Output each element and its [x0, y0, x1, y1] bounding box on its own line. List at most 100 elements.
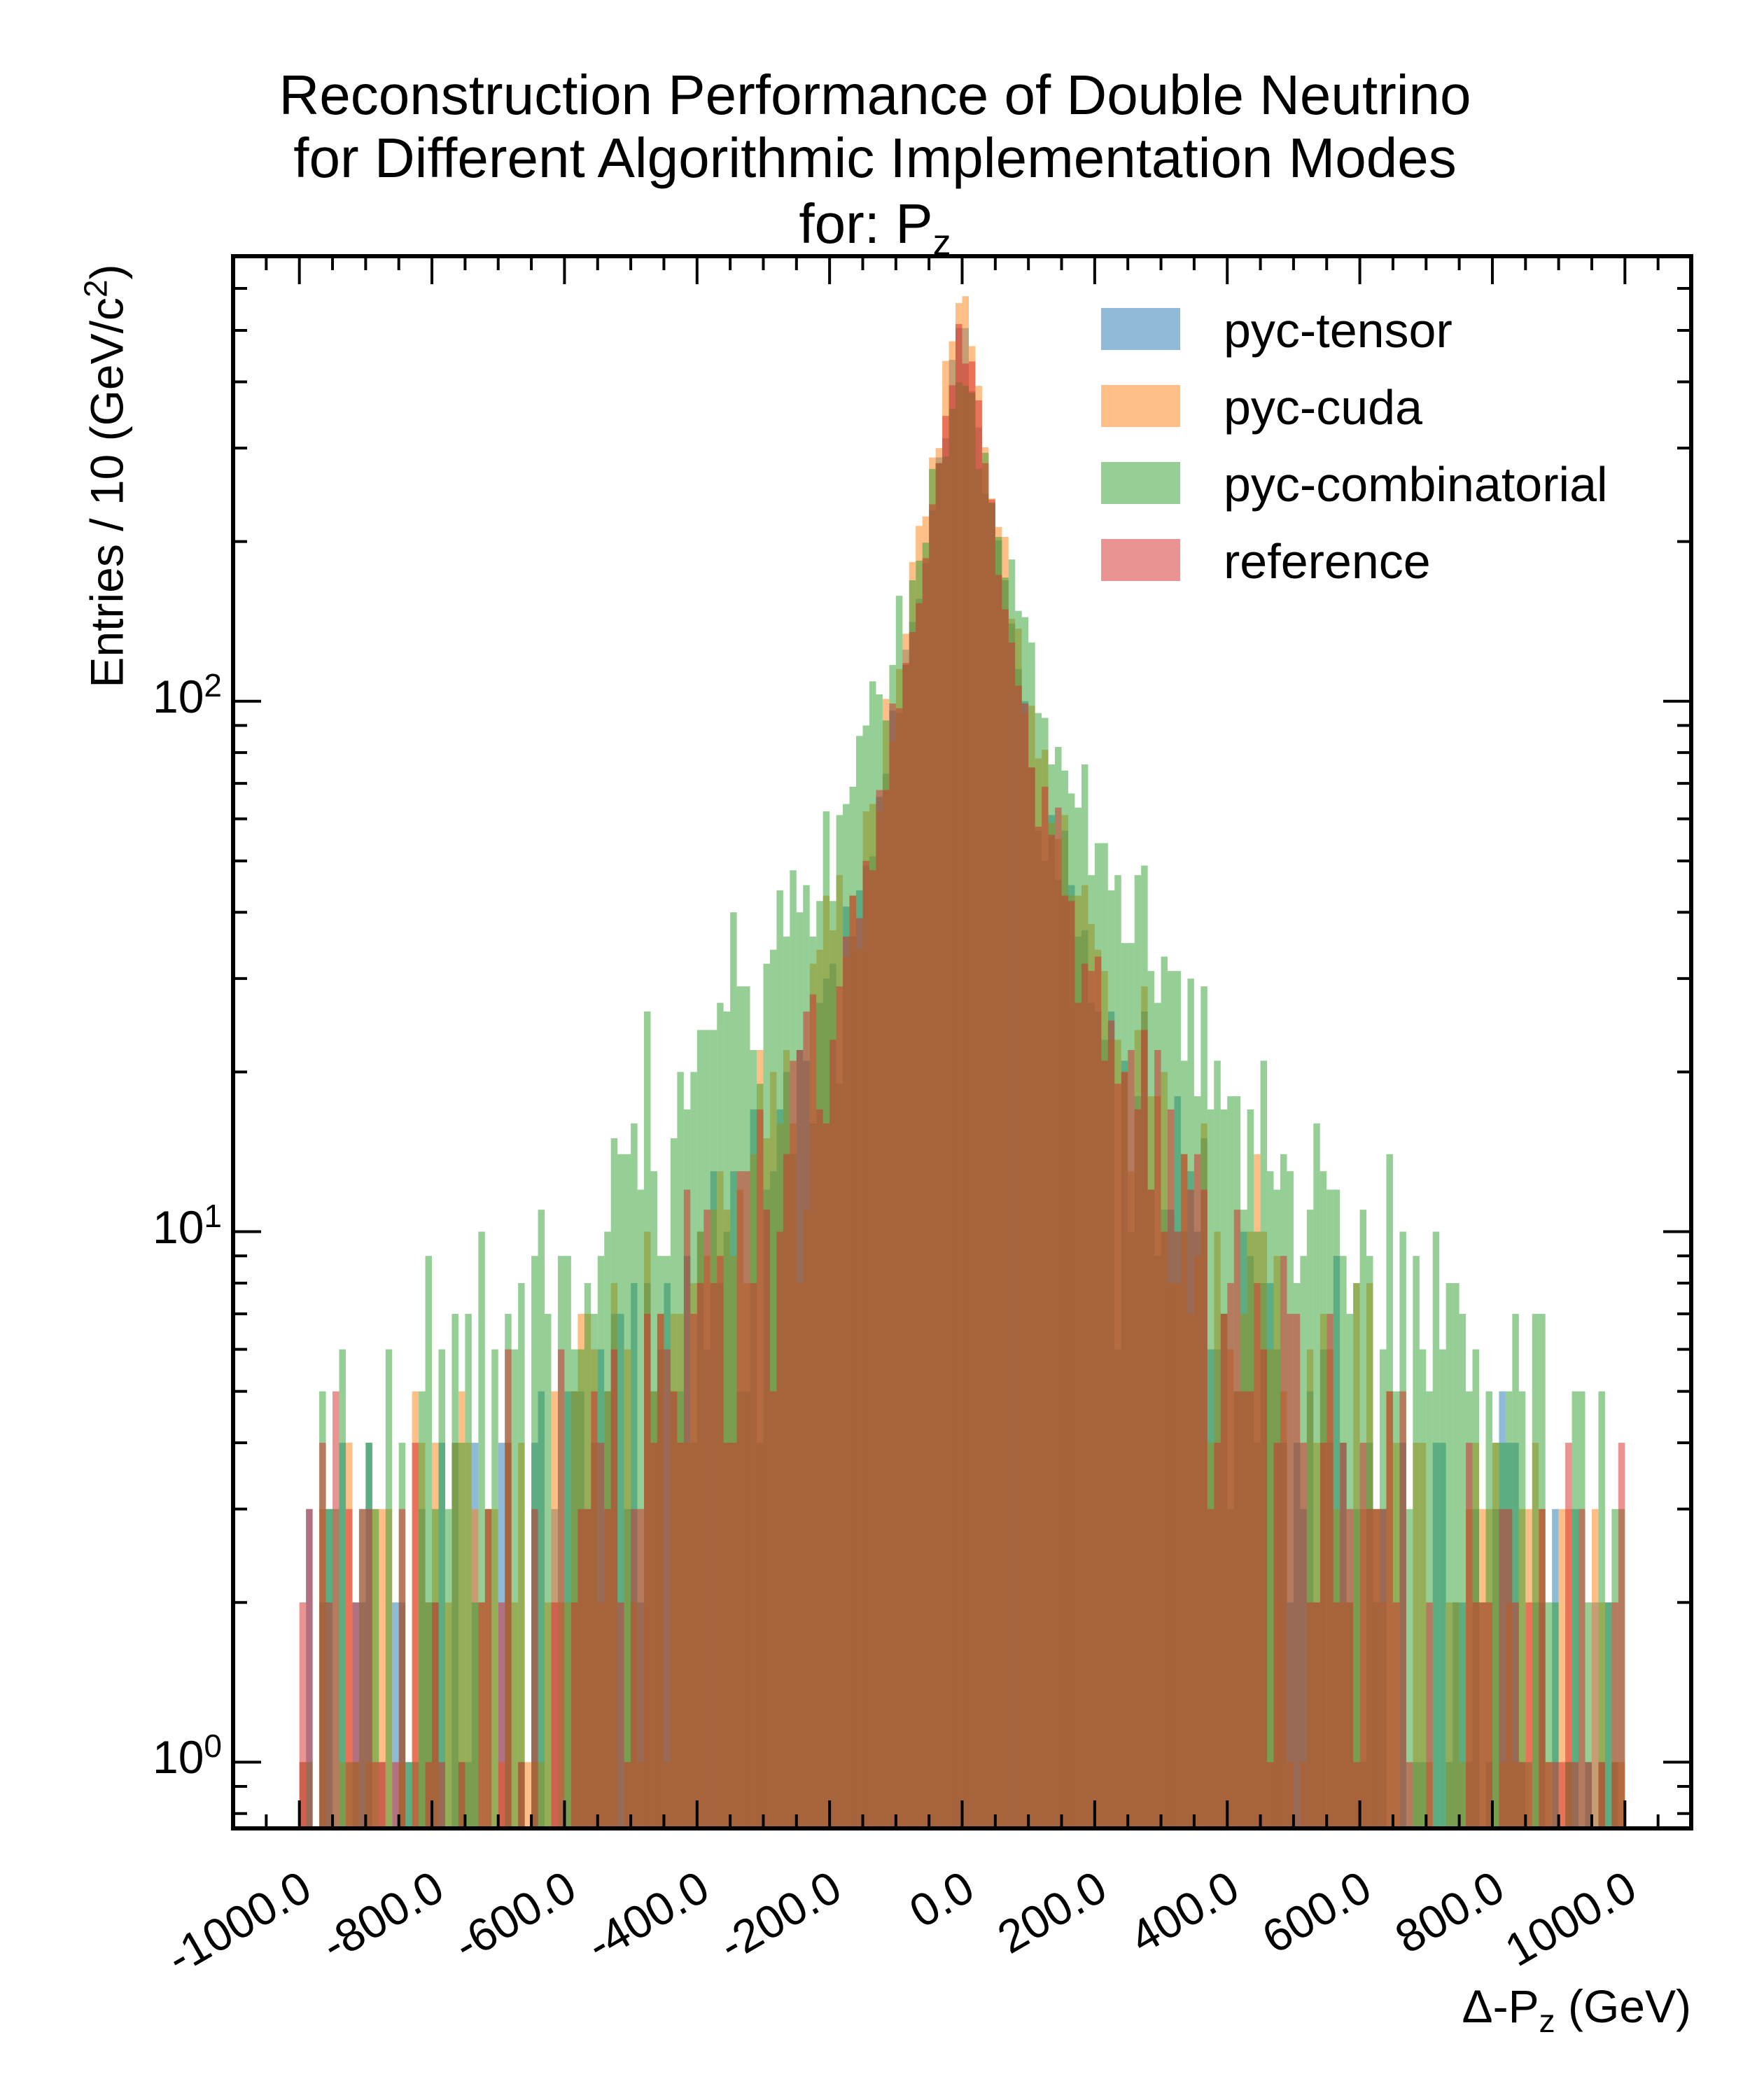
histogram-bin [1273, 1443, 1280, 1828]
histogram-bin [624, 1154, 631, 1828]
histogram-bin [1532, 1313, 1539, 1828]
histogram-bin [988, 499, 995, 1828]
histogram-bin [1518, 1391, 1526, 1828]
histogram-bin [1002, 609, 1009, 1829]
histogram-bin [1618, 1443, 1625, 1828]
histogram-bin [710, 1282, 718, 1828]
histogram-bin [1572, 1391, 1579, 1828]
histogram-bin [624, 1762, 631, 1828]
histogram-bin [631, 1508, 638, 1828]
histogram-bin [1413, 1256, 1420, 1828]
legend-swatch-reference [1101, 539, 1180, 581]
histogram-bin [1180, 1154, 1188, 1828]
histogram-bin [1214, 1443, 1221, 1828]
histogram-bin [1512, 1313, 1519, 1828]
chart-title-subscript: z [932, 223, 951, 263]
y-tick-label-base: 10 [152, 1200, 204, 1253]
histogram-bin [1419, 1349, 1427, 1828]
histogram-bin [1558, 1508, 1566, 1828]
histogram-bin [584, 1508, 592, 1828]
histogram-bin [1472, 1349, 1480, 1828]
histogram-bin [1340, 1443, 1347, 1828]
histogram-bin [1392, 1602, 1400, 1828]
histogram-bin [843, 936, 850, 1828]
histogram-bin [1585, 1602, 1592, 1828]
histogram-bin [1121, 1072, 1128, 1828]
histogram-bin [1485, 1602, 1492, 1828]
histogram-bin [1591, 1508, 1599, 1828]
histogram-bin [1313, 1602, 1320, 1828]
legend-label-pyc-tensor: pyc-tensor [1224, 303, 1452, 358]
histogram-bin [1280, 1256, 1287, 1828]
histogram-bin [438, 1349, 445, 1828]
histogram-bin [1088, 971, 1095, 1828]
histogram-bin [637, 1508, 645, 1828]
chart-title-prefix: for: P [799, 192, 933, 255]
histogram-bin [1161, 1231, 1168, 1828]
histogram-bin [1207, 1508, 1214, 1828]
histogram-bin [942, 416, 949, 1828]
histogram-bin [392, 1602, 399, 1828]
histogram-bin [1380, 1508, 1387, 1828]
histogram-bin [432, 1602, 439, 1828]
legend-swatch-pyc-cuda [1101, 385, 1180, 427]
histogram-bin [451, 1313, 458, 1828]
histogram-bin [1021, 704, 1029, 1828]
histogram-bin [372, 1508, 379, 1828]
histogram-bin [1333, 1189, 1340, 1828]
histogram-bin [1074, 1002, 1082, 1828]
histogram-bin [299, 1602, 307, 1828]
histogram-bin [889, 704, 896, 1828]
y-tick-label-exponent: 2 [204, 666, 222, 704]
histogram-bin [968, 361, 976, 1828]
histogram-bin [1585, 1762, 1592, 1828]
histogram-bin [1359, 1443, 1367, 1828]
histogram-bin [1068, 901, 1075, 1828]
histogram-bin [677, 1443, 684, 1828]
histogram-bin [916, 603, 923, 1828]
legend-swatch-pyc-tensor [1101, 308, 1180, 350]
histogram-bin [1452, 1282, 1460, 1828]
histogram-bin [1293, 1313, 1301, 1828]
histogram-bin [478, 1602, 485, 1828]
histogram-bin [1174, 1231, 1181, 1828]
legend-label-reference: reference [1224, 534, 1431, 589]
histogram-bin [444, 1508, 452, 1828]
histogram-bin [769, 949, 777, 1828]
histogram-bin [332, 1391, 340, 1828]
histogram-bin [610, 1349, 618, 1828]
histogram-bin [1254, 1282, 1261, 1828]
histogram-bin [895, 708, 903, 1828]
histogram-bin [1114, 1084, 1121, 1828]
histogram-bin [763, 1210, 770, 1828]
histogram-bin [1558, 1762, 1566, 1828]
histogram-bin [948, 385, 956, 1829]
legend-swatch-pyc-combinatorial [1101, 462, 1180, 504]
histogram-bin [604, 1508, 611, 1828]
histogram-bin [419, 1391, 426, 1828]
histogram-bin [723, 1443, 731, 1828]
x-axis-label-unit: (GeV) [1555, 1980, 1691, 2032]
histogram-bin [1505, 1508, 1513, 1828]
histogram-bin [379, 1508, 386, 1828]
histogram-bin [955, 323, 962, 1829]
histogram-bin [902, 663, 909, 1828]
histogram-bin [822, 1123, 830, 1828]
histogram-bin [597, 1443, 605, 1828]
histogram-bin [1227, 1282, 1234, 1828]
histogram-bin [518, 1282, 525, 1828]
histogram-bin [975, 400, 982, 1828]
histogram-bin [372, 1762, 379, 1828]
histogram-bin [1187, 1189, 1194, 1828]
histogram-bin [578, 1508, 584, 1828]
histogram-bin [1061, 895, 1068, 1828]
histogram-bin [1094, 956, 1102, 1828]
y-tick-label-base: 10 [152, 1731, 204, 1784]
histogram-bin [1267, 1171, 1274, 1828]
histogram-bin [458, 1443, 465, 1828]
legend-label-pyc-cuda: pyc-cuda [1224, 380, 1423, 435]
chart-title-line-3: for: Pz [0, 196, 1750, 263]
histogram-bin [425, 1256, 433, 1828]
histogram-bin [1101, 1060, 1108, 1828]
